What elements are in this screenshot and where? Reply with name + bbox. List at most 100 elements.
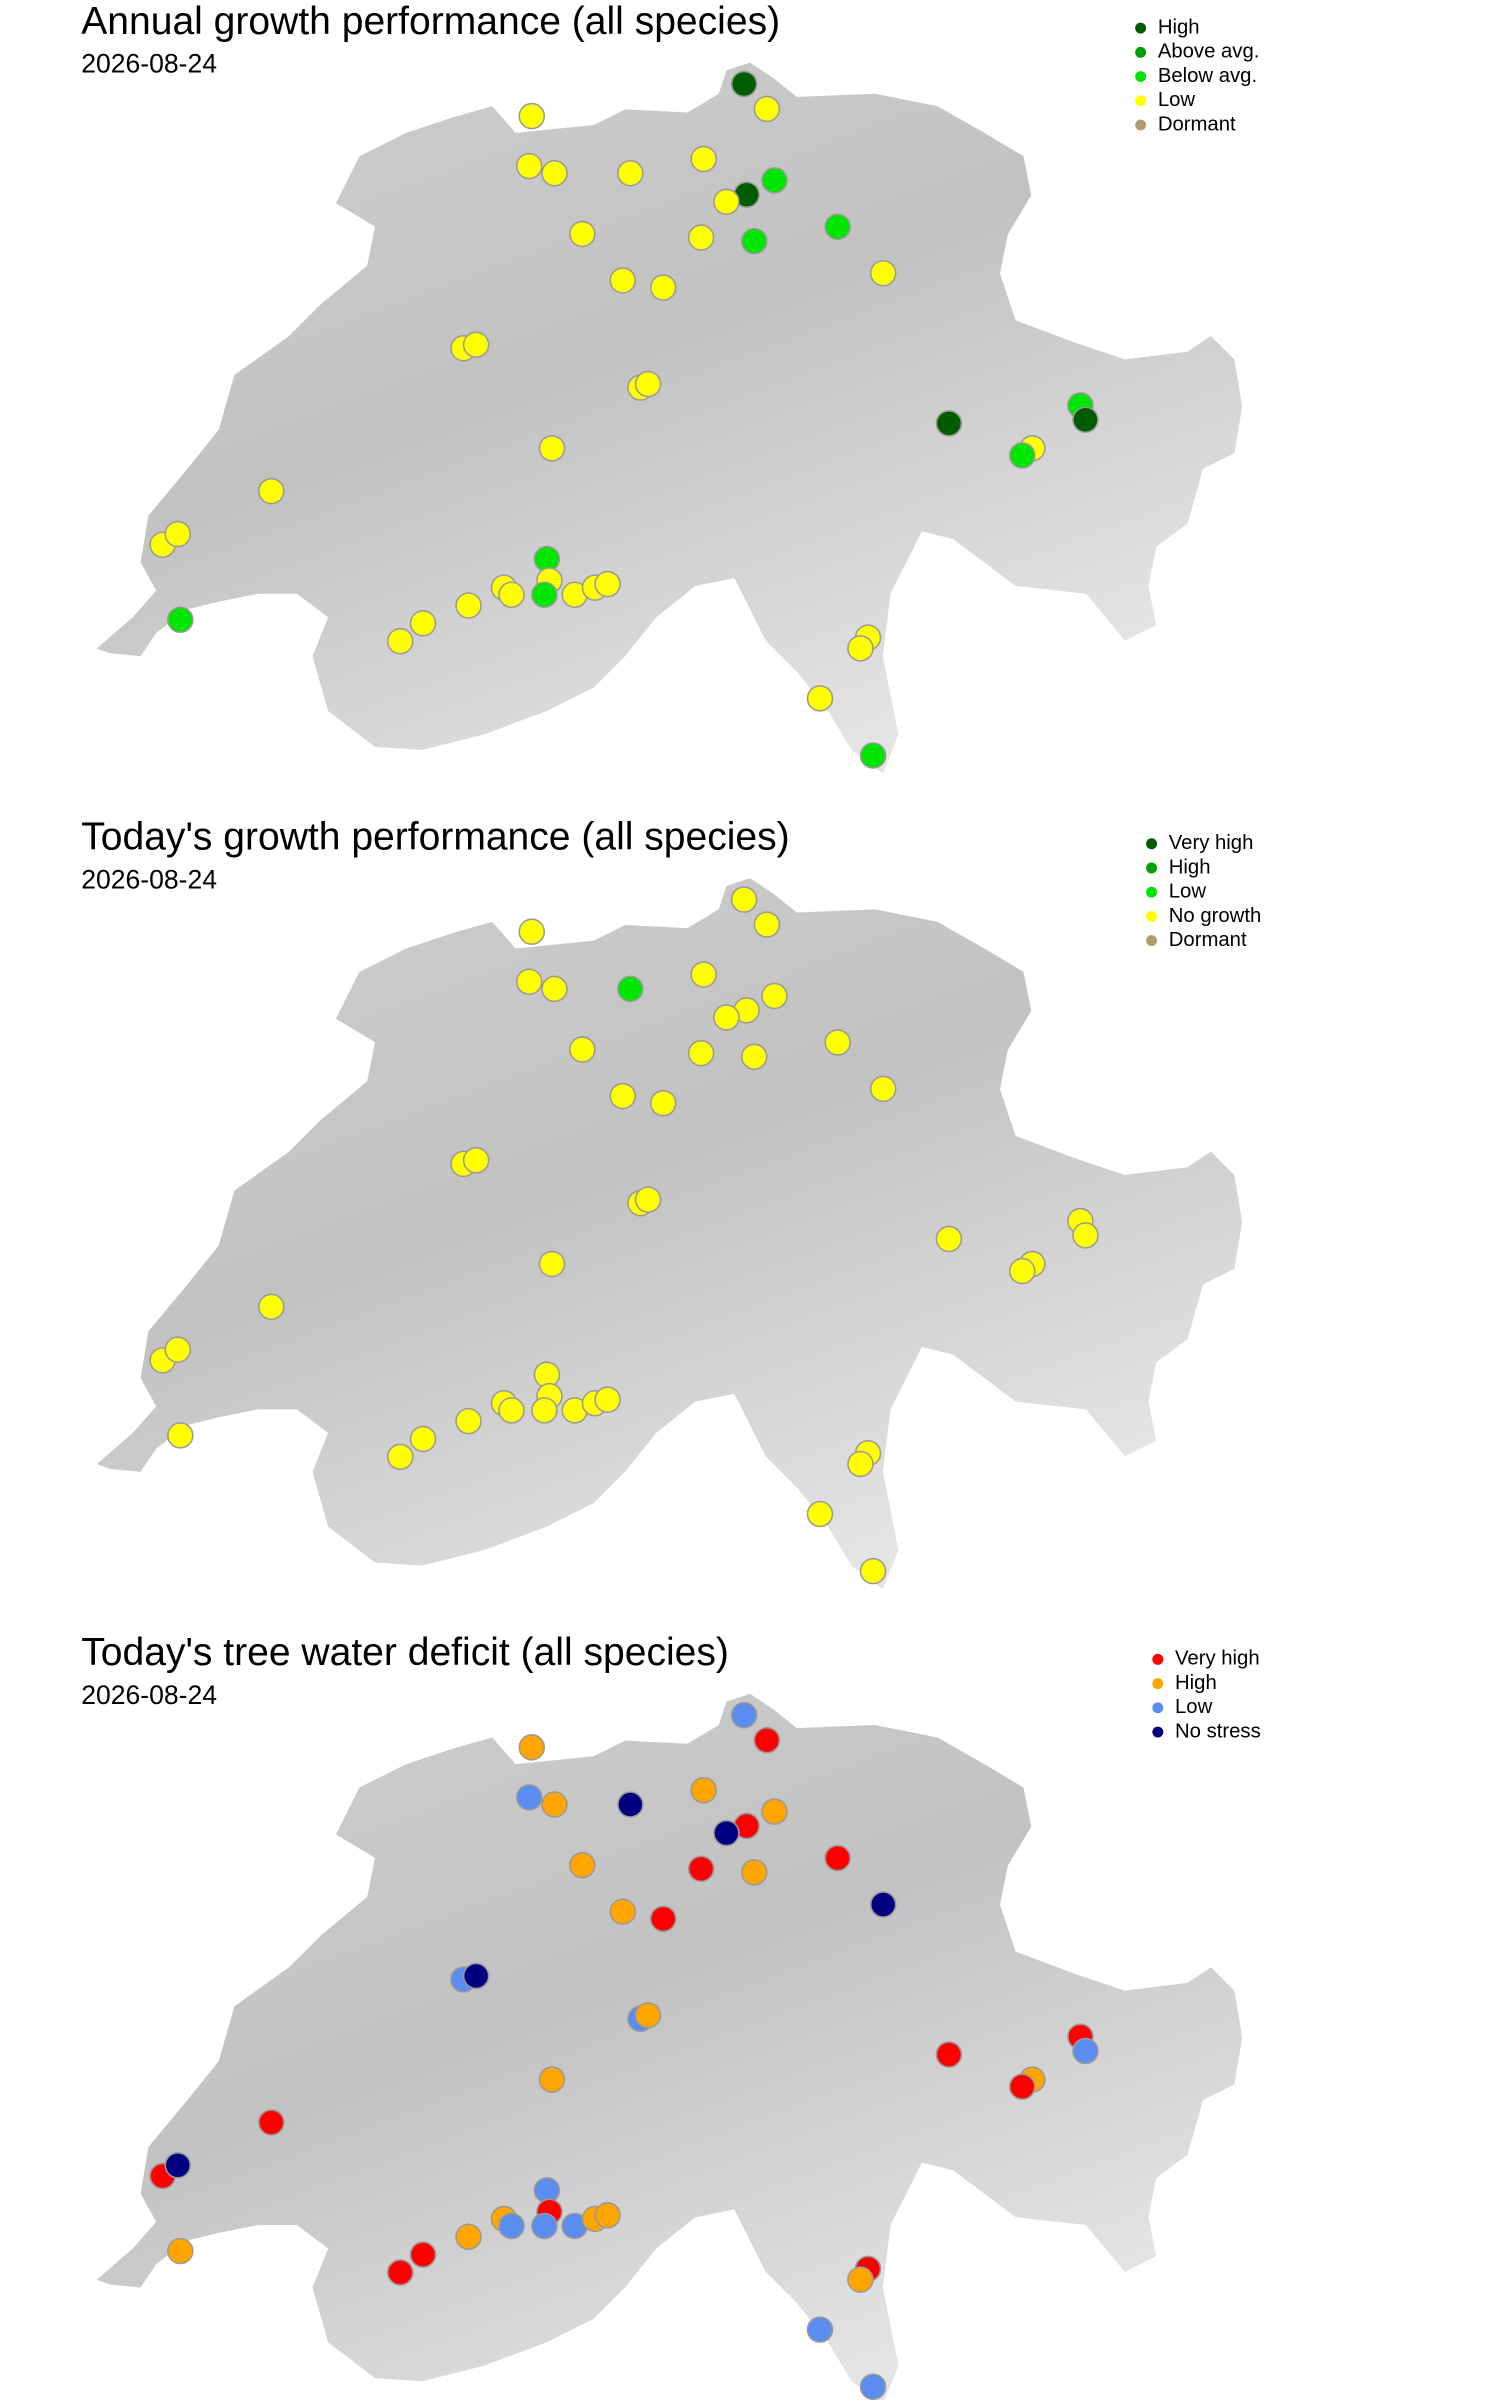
site-marker (634, 370, 662, 398)
site-marker (515, 152, 543, 180)
site-marker (541, 975, 568, 1003)
country-relief (96, 62, 1243, 774)
site-marker (690, 961, 717, 988)
legend-label: Dormant (1158, 113, 1236, 135)
country-relief (96, 1693, 1243, 2405)
site-marker (649, 1089, 677, 1117)
site-marker (740, 1043, 768, 1071)
site-marker (409, 1425, 437, 1453)
site-marker (690, 1776, 717, 1804)
site-marker (1008, 442, 1036, 469)
site-marker (687, 1855, 715, 1883)
site-marker (806, 1500, 834, 1528)
site-marker (569, 220, 596, 248)
site-marker (167, 1422, 194, 1449)
legend-dot (1135, 119, 1147, 131)
site-marker (713, 1004, 740, 1031)
site-marker (847, 1450, 874, 1478)
legend-label: Low (1158, 89, 1196, 111)
site-marker (753, 911, 781, 938)
site-marker (824, 1844, 851, 1872)
legend-label: High (1169, 856, 1211, 878)
site-marker (806, 685, 834, 712)
site-marker (617, 975, 644, 1003)
legend-dot (1135, 22, 1147, 34)
site-marker (518, 918, 546, 945)
site-marker (740, 227, 768, 255)
site-marker (935, 2041, 963, 2068)
site-marker (713, 188, 740, 216)
site-marker (538, 1250, 566, 1278)
site-marker (869, 259, 897, 287)
site-marker (617, 159, 644, 187)
site-marker (713, 1819, 740, 1847)
legend-label: No growth (1169, 905, 1262, 927)
site-marker (409, 2241, 437, 2268)
site-marker (859, 2373, 887, 2401)
map-panel: Annual growth performance (all species) 2… (81, 0, 1259, 774)
site-marker (935, 410, 963, 437)
legend-dot (1146, 935, 1158, 947)
site-marker (569, 1036, 596, 1063)
legend-label: Dormant (1169, 929, 1247, 951)
site-marker (498, 1397, 525, 1424)
site-marker (753, 95, 781, 123)
site-marker (730, 886, 758, 913)
site-marker (569, 1851, 596, 1879)
site-marker (740, 1859, 768, 1886)
legend-label: High (1158, 16, 1200, 38)
site-marker (859, 742, 887, 769)
legend-dot (1146, 886, 1158, 898)
map-panel: Today's growth performance (all species)… (81, 815, 1262, 1590)
legend-label: High (1175, 1672, 1217, 1694)
site-marker (594, 570, 621, 598)
site-marker (687, 1039, 715, 1067)
legend-dot (1135, 46, 1147, 58)
site-marker (498, 2212, 525, 2240)
site-marker (164, 520, 192, 548)
site-marker (1008, 1257, 1036, 1285)
site-marker (859, 1557, 887, 1585)
legend-label: Low (1175, 1696, 1213, 1718)
site-marker (634, 2001, 662, 2029)
map-panel: Today's tree water deficit (all species)… (81, 1631, 1261, 2405)
site-marker (518, 102, 546, 130)
site-marker (806, 2316, 834, 2343)
site-marker (1072, 2037, 1099, 2065)
legend-label: Low (1169, 881, 1207, 903)
legend-dot (1152, 1702, 1164, 1714)
site-marker (538, 435, 566, 462)
panels: Annual growth performance (all species) 2… (81, 0, 1262, 2405)
panel-date: 2026-08-24 (81, 1680, 217, 1710)
legend-dot (1135, 95, 1147, 107)
site-marker (687, 224, 715, 251)
legend-dot (1135, 71, 1147, 83)
site-marker (386, 627, 414, 655)
panel-title: Annual growth performance (all species) (81, 0, 780, 43)
site-marker (258, 2109, 285, 2136)
panel-date: 2026-08-24 (81, 864, 217, 894)
site-marker (617, 1791, 644, 1818)
legend-dot (1146, 910, 1158, 922)
legend-label: Very high (1175, 1648, 1260, 1670)
site-marker (609, 1898, 637, 1925)
site-marker (462, 1147, 490, 1174)
site-marker (409, 610, 437, 637)
site-marker (164, 1336, 192, 1363)
site-marker (498, 581, 525, 609)
site-marker (1008, 2073, 1036, 2100)
site-marker (847, 2266, 874, 2293)
site-marker (167, 606, 194, 634)
site-marker (761, 167, 788, 194)
legend-dot (1146, 838, 1158, 850)
site-marker (1072, 1222, 1099, 1249)
site-marker (824, 1029, 851, 1056)
site-marker (847, 635, 874, 662)
site-marker (609, 1082, 637, 1110)
site-marker (541, 159, 568, 187)
site-marker (935, 1225, 963, 1253)
site-marker (761, 1798, 788, 1825)
site-marker (386, 2259, 414, 2286)
site-marker (594, 2202, 621, 2229)
site-marker (541, 1791, 568, 1818)
